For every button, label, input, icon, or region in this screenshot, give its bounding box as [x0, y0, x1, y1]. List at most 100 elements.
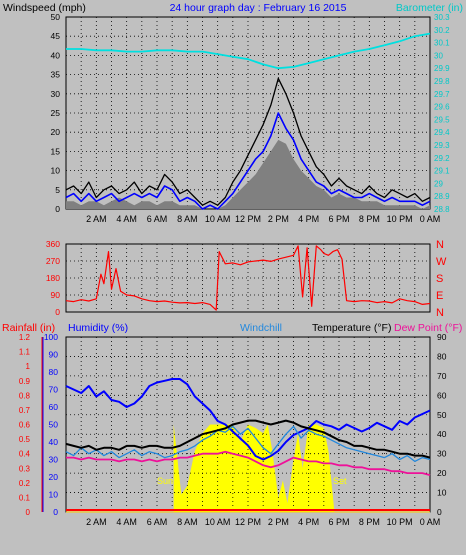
rainfall-tick-label: 0.1	[19, 493, 31, 502]
x-tick-label: 2 PM	[268, 214, 289, 224]
humidity-label: Humidity (%)	[68, 322, 128, 334]
rainfall-tick-label: 1	[26, 362, 31, 371]
wind-direction-tick-label: 360	[46, 239, 60, 249]
barometer-tick-label: 29.2	[434, 154, 450, 163]
barometer-tick-label: 30.1	[434, 39, 450, 48]
barometer-tick-label: 28.9	[434, 192, 450, 201]
humidity-tick-label: 40	[49, 437, 59, 447]
sunset-label: Set	[333, 476, 347, 486]
temperature-tick-label: 90	[437, 332, 447, 342]
temperature-series	[65, 378, 431, 513]
barometer-tick-label: 29.9	[434, 64, 450, 73]
humidity-axis: 0 10 20 30 40 50 60 70 80 90 100	[42, 332, 59, 517]
x-tick-label: 4 AM	[116, 517, 137, 527]
wind-series	[65, 32, 431, 210]
compass-tick-label: W	[436, 256, 447, 268]
wind-direction-series	[65, 245, 431, 311]
x-tick-label: 0 AM	[420, 517, 441, 527]
x-tick-label: 10 AM	[205, 214, 231, 224]
wind-direction-tick-label: 180	[46, 273, 60, 283]
x-tick-label: 0 AM	[420, 214, 441, 224]
humidity-tick-label: 0	[53, 507, 58, 517]
solar-series	[173, 424, 335, 512]
x-tick-label: 12 PM	[235, 214, 261, 224]
temperature-tick-label: 20	[437, 468, 447, 478]
compass-tick-label: S	[436, 273, 443, 285]
barometer-tick-label: 29.7	[434, 90, 450, 99]
x-tick-label: 6 PM	[328, 214, 349, 224]
barometer-tick-label: 29.1	[434, 167, 450, 176]
barometer-tick-label: 29	[434, 179, 443, 188]
wind-x-axis: 2 AM 4 AM 6 AM 8 AM 10 AM 12 PM 2 PM 4 PM 6 PM 8 …	[86, 214, 440, 224]
sunrise-label: Sun	[157, 476, 173, 486]
humidity-tick-label: 20	[49, 472, 59, 482]
dewpoint-series	[66, 450, 431, 476]
solar-area	[173, 424, 335, 512]
humidity-tick-label: 90	[49, 350, 59, 360]
temperature-panel: Rainfall (in) Humidity (%) Windchill Tem…	[2, 322, 462, 527]
wind-direction-series	[65, 245, 431, 311]
dewpoint-label: Dew Point (°F)	[394, 322, 462, 334]
barometer-tick-label: 30	[434, 51, 443, 60]
x-tick-label: 10 PM	[387, 517, 413, 527]
wind-title: 24 hour graph day : February 16 2015	[170, 2, 347, 14]
rainfall-tick-label: 0.8	[19, 391, 31, 400]
wind-y-tick-label: 40	[51, 50, 61, 60]
humidity-tick-label: 80	[49, 367, 59, 377]
wind-average-series	[66, 139, 430, 209]
temperature-axis: 0 10 20 30 40 50 60 70 80 90	[437, 332, 447, 517]
rainfall-tick-label: 1.1	[19, 348, 31, 357]
wind-direction-tick-label: 90	[51, 290, 61, 300]
compass-tick-label: N	[436, 307, 444, 319]
windchill-label: Windchill	[240, 322, 282, 334]
rainfall-tick-label: 0.4	[19, 450, 31, 459]
x-tick-label: 6 AM	[147, 214, 168, 224]
x-tick-label: 12 PM	[235, 517, 261, 527]
temperature-tick-label: 30	[437, 449, 447, 459]
x-tick-label: 6 PM	[328, 517, 349, 527]
barometer-tick-label: 30.3	[434, 13, 450, 22]
windchill-series	[65, 425, 431, 463]
temperature-tick-label: 40	[437, 429, 447, 439]
barometer-tick-label: 30.2	[434, 26, 450, 35]
temperature-series	[65, 419, 431, 459]
rainfall-tick-label: 0.5	[19, 435, 31, 444]
x-tick-label: 10 AM	[205, 517, 231, 527]
rainfall-tick-label: 0.2	[19, 479, 31, 488]
wind-y-tick-label: 30	[51, 89, 61, 99]
temperature-tick-label: 60	[437, 390, 447, 400]
wind-y-tick-label: 45	[51, 31, 61, 41]
barometer-series	[66, 32, 431, 70]
x-tick-label: 2 AM	[86, 517, 107, 527]
humidity-tick-label: 100	[44, 332, 58, 342]
compass-tick-label: N	[436, 239, 444, 251]
x-tick-label: 8 AM	[177, 517, 198, 527]
barometer-tick-label: 29.6	[434, 103, 450, 112]
rainfall-label: Rainfall (in)	[2, 322, 55, 334]
x-tick-label: 4 AM	[116, 214, 137, 224]
wind-y-axis: 0 5 10 15 20 25 30 35 40 45 50	[51, 12, 61, 214]
humidity-tick-label: 70	[49, 385, 59, 395]
x-tick-label: 4 PM	[298, 214, 319, 224]
wind-direction-degrees-axis: 0 90 180 270 360	[46, 239, 60, 317]
wind-grid	[66, 17, 430, 209]
rainfall-tick-label: 0.3	[19, 464, 31, 473]
barometer-tick-label: 29.4	[434, 128, 450, 137]
temperature-tick-label: 70	[437, 371, 447, 381]
temperature-tick-label: 50	[437, 410, 447, 420]
x-tick-label: 6 AM	[147, 517, 168, 527]
humidity-tick-label: 30	[49, 455, 59, 465]
barometer-tick-label: 29.3	[434, 141, 450, 150]
wind-y-tick-label: 50	[51, 12, 61, 22]
rainfall-tick-label: 1.2	[19, 333, 31, 342]
temperature-tick-label: 80	[437, 351, 447, 361]
temperature-tick-label: 0	[437, 507, 442, 517]
wind-y-tick-label: 5	[55, 185, 60, 195]
rainfall-tick-label: 0.6	[19, 421, 31, 430]
humidity-tick-label: 60	[49, 402, 59, 412]
barometer-tick-label: 29.8	[434, 77, 450, 86]
compass-tick-label: E	[436, 290, 443, 302]
wind-y-tick-label: 0	[55, 204, 60, 214]
